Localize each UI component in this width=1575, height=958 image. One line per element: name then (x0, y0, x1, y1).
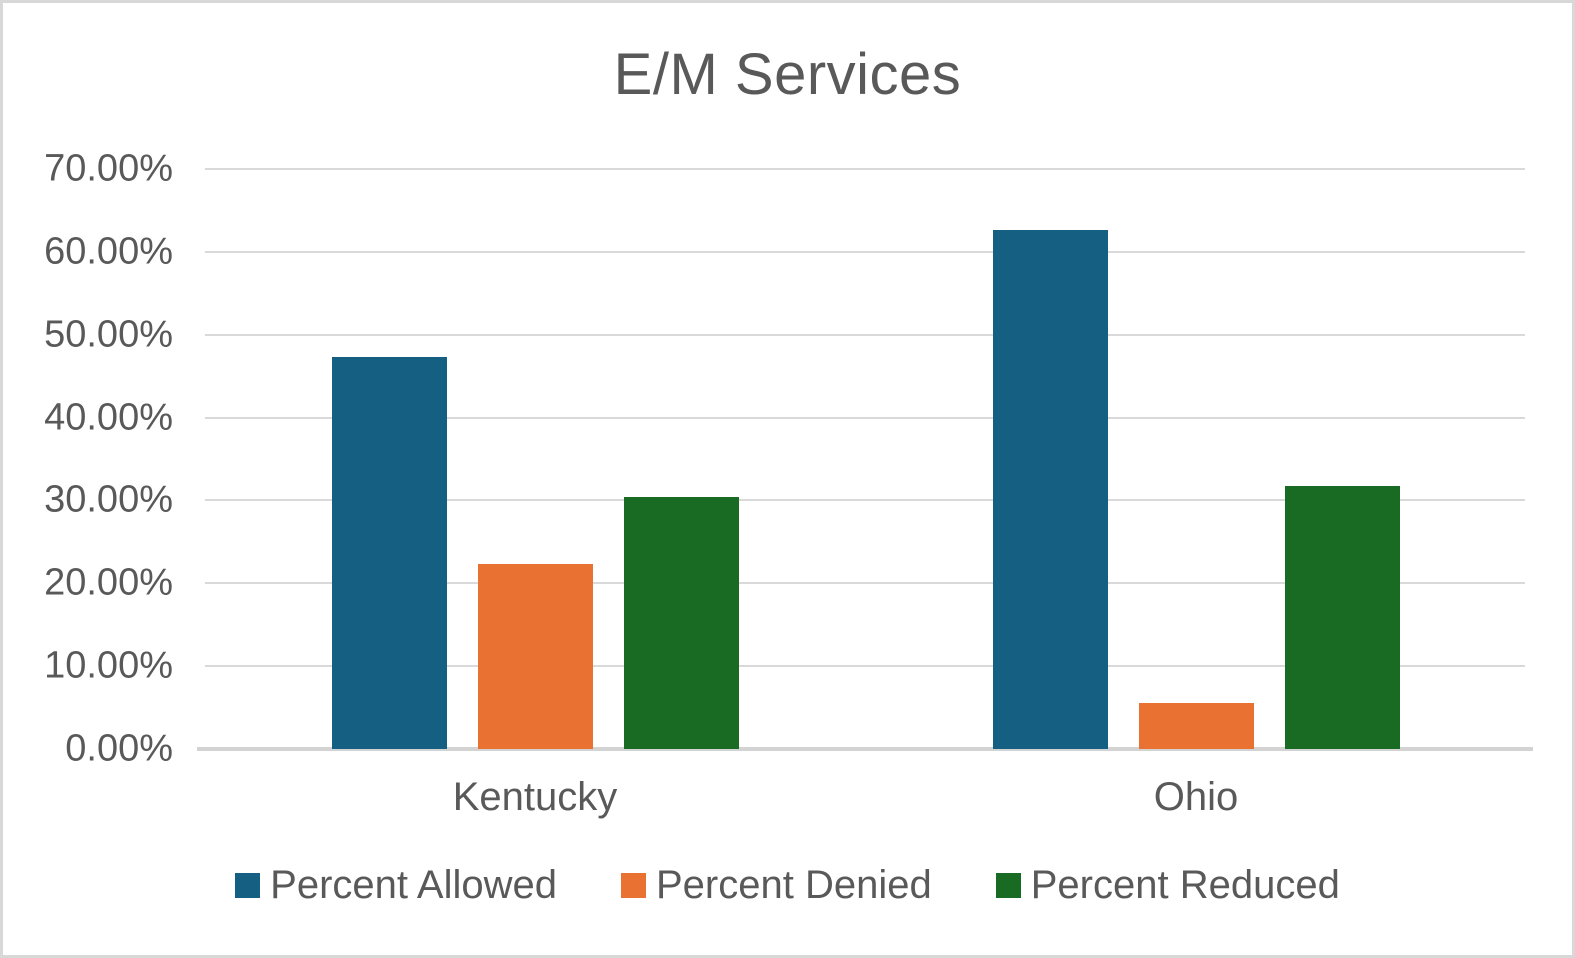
x-axis-line (197, 747, 1533, 751)
bar-kentucky-percent-allowed (331, 357, 447, 749)
legend-swatch-icon (621, 873, 646, 898)
legend: Percent Allowed Percent Denied Percent Red… (3, 863, 1572, 908)
legend-label: Percent Allowed (270, 863, 557, 907)
y-tick-label-0: 0.00% (65, 727, 173, 770)
legend-item-percent-reduced: Percent Reduced (995, 863, 1340, 908)
bar-ohio-percent-allowed (992, 229, 1108, 749)
bar-ohio-percent-reduced (1284, 486, 1400, 749)
legend-label: Percent Denied (656, 863, 932, 907)
gridline-50 (205, 333, 1525, 336)
gridline-10 (205, 665, 1525, 668)
bar-ohio-percent-denied (1138, 703, 1254, 749)
y-tick-label-40: 40.00% (44, 396, 173, 439)
gridline-20 (205, 582, 1525, 585)
y-axis-labels: 0.00% 10.00% 20.00% 30.00% 40.00% 50.00% 60.00… (3, 148, 173, 770)
x-tick-label-kentucky: Kentucky (452, 775, 618, 819)
x-axis-labels: Kentucky Ohio (205, 775, 1525, 831)
y-tick-label-50: 50.00% (44, 313, 173, 356)
legend-item-percent-allowed: Percent Allowed (235, 863, 557, 908)
y-tick-label-10: 10.00% (44, 644, 173, 687)
bar-kentucky-percent-reduced (623, 497, 739, 749)
gridline-60 (205, 250, 1525, 253)
x-tick-label-ohio: Ohio (1153, 775, 1239, 819)
legend-label: Percent Reduced (1030, 863, 1340, 907)
y-tick-label-70: 70.00% (44, 147, 173, 190)
legend-swatch-icon (995, 873, 1021, 898)
gridline-40 (205, 416, 1525, 419)
legend-swatch-icon (235, 873, 261, 898)
gridline-70 (205, 168, 1525, 170)
chart-title: E/M Services (613, 42, 962, 107)
gridline-30 (205, 499, 1525, 502)
bar-kentucky-percent-denied (477, 564, 593, 749)
y-tick-label-20: 20.00% (44, 561, 173, 604)
y-tick-label-60: 60.00% (44, 230, 173, 273)
plot-area (197, 168, 1533, 751)
y-tick-label-30: 30.00% (44, 478, 173, 521)
legend-item-percent-denied: Percent Denied (621, 863, 932, 908)
